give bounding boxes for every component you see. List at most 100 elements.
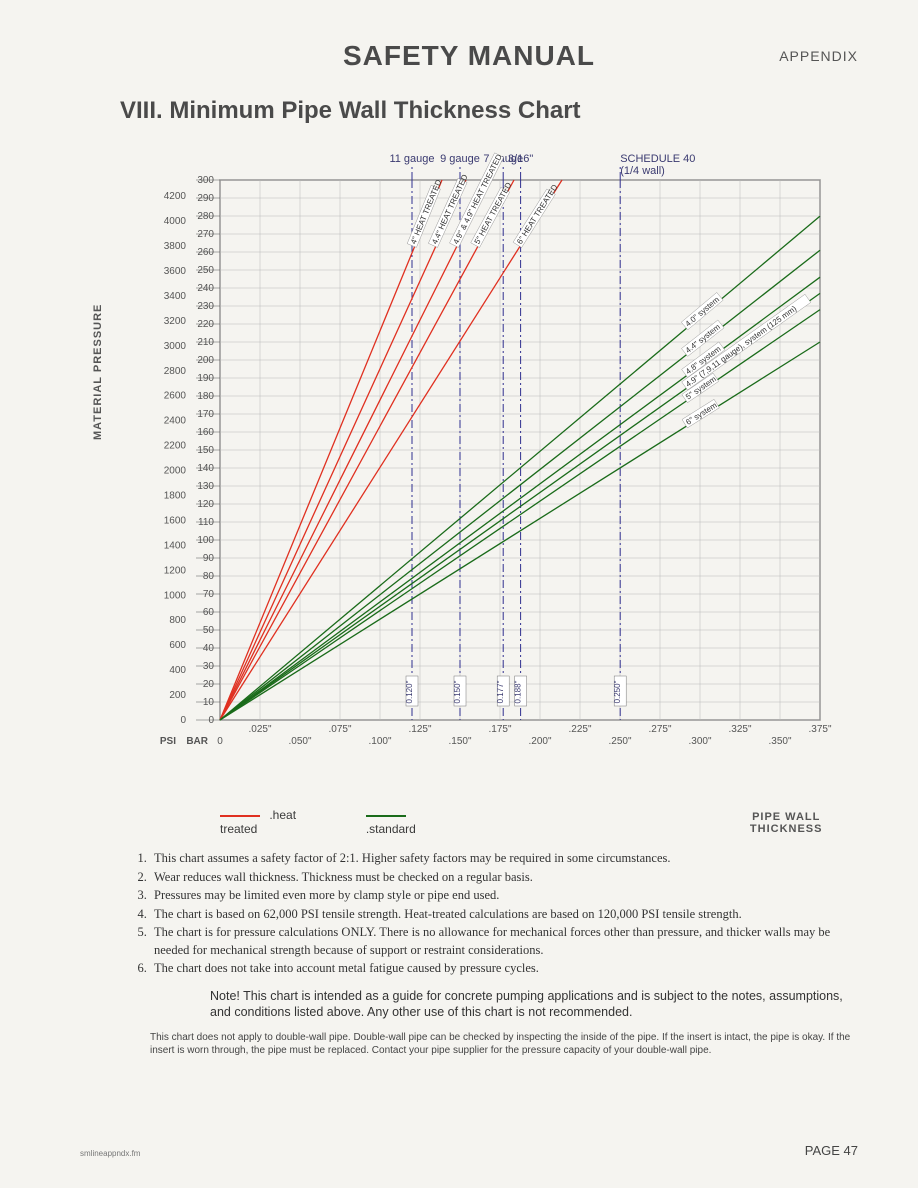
page-title: SAFETY MANUAL xyxy=(343,40,595,72)
note-item: This chart assumes a safety factor of 2:… xyxy=(150,850,858,868)
svg-text:1200: 1200 xyxy=(164,565,187,576)
svg-text:300: 300 xyxy=(197,175,214,186)
svg-text:(1/4 wall): (1/4 wall) xyxy=(620,165,665,177)
svg-text:100: 100 xyxy=(197,535,214,546)
svg-text:1000: 1000 xyxy=(164,590,187,601)
svg-text:6" system: 6" system xyxy=(684,400,719,426)
pipe-thickness-chart: 0 .025" .050" .075" .100" .125" .150" .175" .200… xyxy=(140,140,860,800)
svg-text:0: 0 xyxy=(217,736,223,747)
svg-text:220: 220 xyxy=(197,319,214,330)
svg-text:190: 190 xyxy=(197,373,214,384)
svg-text:.350": .350" xyxy=(768,736,791,747)
svg-text:280: 280 xyxy=(197,211,214,222)
svg-text:600: 600 xyxy=(169,640,186,651)
svg-text:0.177": 0.177" xyxy=(496,680,505,703)
svg-text:1400: 1400 xyxy=(164,540,187,551)
svg-text:.325": .325" xyxy=(728,724,751,735)
svg-text:PSI: PSI xyxy=(160,736,176,747)
svg-text:3/16": 3/16" xyxy=(508,153,533,165)
svg-text:30: 30 xyxy=(203,661,215,672)
note-item: The chart does not take into account met… xyxy=(150,960,858,978)
svg-text:90: 90 xyxy=(203,553,215,564)
svg-text:240: 240 xyxy=(197,283,214,294)
page-number: PAGE 47 xyxy=(805,1143,858,1158)
svg-text:SCHEDULE 40: SCHEDULE 40 xyxy=(620,153,695,165)
svg-text:40: 40 xyxy=(203,643,215,654)
svg-text:200: 200 xyxy=(169,690,186,701)
y-axis-label: MATERIAL PRESSURE xyxy=(92,304,104,440)
svg-text:11 gauge: 11 gauge xyxy=(389,153,434,165)
svg-text:2600: 2600 xyxy=(164,391,187,402)
note-item: The chart is based on 62,000 PSI tensile… xyxy=(150,906,858,924)
svg-text:BAR: BAR xyxy=(186,736,208,747)
svg-text:250: 250 xyxy=(197,265,214,276)
svg-text:60: 60 xyxy=(203,607,215,618)
svg-text:0.250": 0.250" xyxy=(613,680,622,703)
svg-text:2200: 2200 xyxy=(164,441,187,452)
section-title: VIII. Minimum Pipe Wall Thickness Chart xyxy=(120,97,858,125)
svg-text:.050": .050" xyxy=(288,736,311,747)
svg-text:.250": .250" xyxy=(608,736,631,747)
svg-text:2800: 2800 xyxy=(164,366,187,377)
svg-text:210: 210 xyxy=(197,337,214,348)
svg-text:6" HEAT TREATED: 6" HEAT TREATED xyxy=(515,183,560,246)
legend-heat-treated-label: .heat treated xyxy=(220,808,296,836)
svg-text:270: 270 xyxy=(197,229,214,240)
svg-text:.125": .125" xyxy=(408,724,431,735)
note-item: Pressures may be limited even more by cl… xyxy=(150,887,858,905)
svg-text:130: 130 xyxy=(197,481,214,492)
svg-text:.175": .175" xyxy=(488,724,511,735)
fine-print: This chart does not apply to double-wall… xyxy=(150,1031,858,1057)
svg-text:0: 0 xyxy=(208,715,214,726)
svg-text:0.150": 0.150" xyxy=(453,680,462,703)
svg-text:0.188": 0.188" xyxy=(514,680,523,703)
svg-text:140: 140 xyxy=(197,463,214,474)
svg-text:150: 150 xyxy=(197,445,214,456)
svg-text:9 gauge: 9 gauge xyxy=(440,153,480,165)
svg-text:160: 160 xyxy=(197,427,214,438)
svg-text:800: 800 xyxy=(169,615,186,626)
legend-standard: .standard xyxy=(366,808,465,836)
svg-text:.225": .225" xyxy=(568,724,591,735)
svg-text:260: 260 xyxy=(197,247,214,258)
svg-text:.150": .150" xyxy=(448,736,471,747)
svg-text:50: 50 xyxy=(203,625,215,636)
svg-text:.375": .375" xyxy=(808,724,831,735)
svg-text:170: 170 xyxy=(197,409,214,420)
svg-text:.300": .300" xyxy=(688,736,711,747)
note-item: Wear reduces wall thickness. Thickness m… xyxy=(150,869,858,887)
note-block: Note! This chart is intended as a guide … xyxy=(210,988,850,1022)
svg-text:.025": .025" xyxy=(248,724,271,735)
svg-text:4000: 4000 xyxy=(164,216,187,227)
svg-text:80: 80 xyxy=(203,571,215,582)
svg-text:2000: 2000 xyxy=(164,466,187,477)
svg-text:.275": .275" xyxy=(648,724,671,735)
svg-text:20: 20 xyxy=(203,679,215,690)
svg-text:3800: 3800 xyxy=(164,241,187,252)
svg-text:2400: 2400 xyxy=(164,416,187,427)
svg-text:290: 290 xyxy=(197,193,214,204)
chart-container: MATERIAL PRESSURE 0.025".050".075".100".… xyxy=(140,140,860,800)
x-axis-label: PIPE WALL THICKNESS xyxy=(714,811,858,835)
svg-text:0: 0 xyxy=(180,715,186,726)
legend-standard-label: .standard xyxy=(366,822,416,836)
appendix-label: APPENDIX xyxy=(779,48,858,64)
svg-text:10: 10 xyxy=(203,697,215,708)
svg-text:.100": .100" xyxy=(368,736,391,747)
svg-text:120: 120 xyxy=(197,499,214,510)
svg-text:230: 230 xyxy=(197,301,214,312)
svg-text:.200": .200" xyxy=(528,736,551,747)
svg-text:3600: 3600 xyxy=(164,266,187,277)
legend: .heat treated .standard PIPE WALL THICKN… xyxy=(220,808,858,836)
svg-text:1800: 1800 xyxy=(164,491,187,502)
legend-heat-treated: .heat treated xyxy=(220,808,336,836)
svg-text:3000: 3000 xyxy=(164,341,187,352)
header-row: SAFETY MANUAL APPENDIX xyxy=(80,40,858,72)
svg-text:.075": .075" xyxy=(328,724,351,735)
svg-text:3200: 3200 xyxy=(164,316,187,327)
svg-text:400: 400 xyxy=(169,665,186,676)
svg-text:3400: 3400 xyxy=(164,291,187,302)
footer-filename: smlineappndx.fm xyxy=(80,1149,140,1158)
note-item: The chart is for pressure calculations O… xyxy=(150,924,858,959)
svg-text:110: 110 xyxy=(198,517,214,528)
